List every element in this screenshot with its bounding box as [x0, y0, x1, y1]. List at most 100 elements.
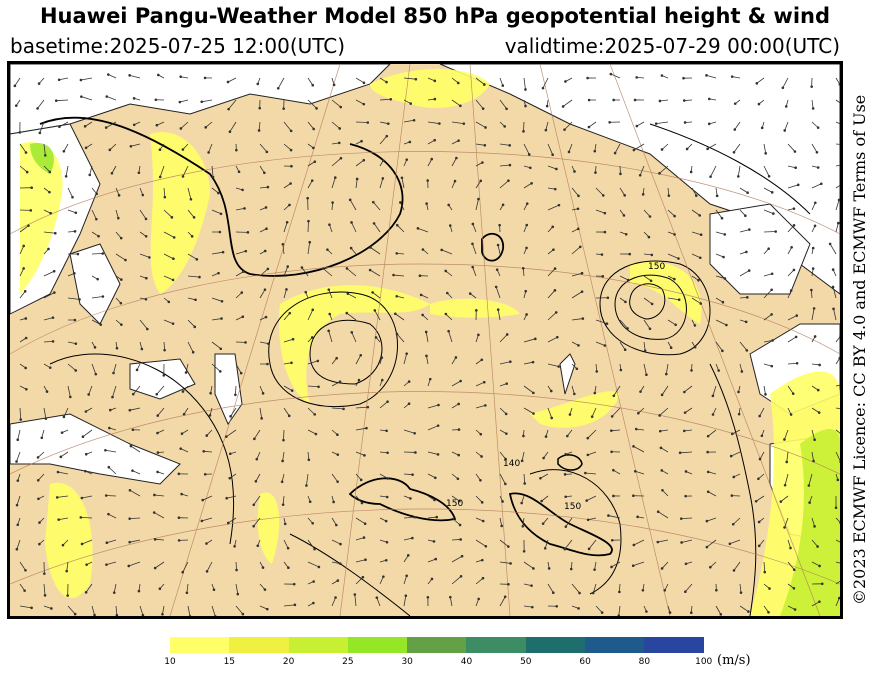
wind-arrow — [451, 380, 461, 387]
wind-arrow-head — [181, 148, 185, 151]
wind-arrow-head — [23, 290, 27, 293]
wind-arrow — [542, 77, 549, 89]
wind-arrow — [643, 341, 646, 351]
wind-arrow-head — [591, 591, 595, 595]
wind-arrow-head — [507, 179, 510, 182]
wind-arrow-head — [135, 368, 139, 372]
wind-arrow-head — [374, 336, 378, 339]
wind-arrow — [472, 267, 477, 277]
wind-arrow — [611, 561, 621, 568]
wind-arrow-head — [550, 416, 553, 420]
wind-arrow-head — [608, 120, 611, 124]
wind-arrow-head — [101, 252, 105, 255]
wind-arrow — [547, 165, 557, 170]
wind-arrow — [211, 165, 214, 178]
basetime-label: basetime:2025-07-25 12:00(UTC) — [10, 34, 346, 58]
wind-arrow-head — [179, 75, 183, 79]
wind-arrow-head — [641, 193, 645, 196]
wind-arrow — [587, 429, 597, 439]
wind-arrow-head — [458, 523, 462, 527]
wind-arrow-head — [664, 372, 668, 376]
wind-arrow-head — [190, 235, 194, 238]
wind-arrow-head — [371, 291, 374, 294]
wind-arrow-head — [483, 83, 486, 86]
wind-arrow — [163, 275, 174, 281]
wind-arrow-head — [132, 123, 136, 127]
wind-arrow-head — [626, 327, 629, 330]
wind-arrow-head — [505, 432, 508, 435]
wind-arrow-head — [43, 154, 47, 157]
wind-arrow — [19, 245, 25, 255]
wind-arrow-head — [524, 104, 527, 108]
graticule — [10, 64, 840, 616]
baltic-sea — [69, 243, 121, 325]
wind-arrow-head — [256, 544, 260, 548]
wind-arrow-head — [494, 285, 498, 289]
wind-arrow-head — [444, 269, 448, 273]
wind-arrow — [211, 251, 224, 255]
wind-arrow — [111, 165, 117, 174]
wind-arrow-head — [525, 313, 528, 316]
wind-arrow — [571, 385, 575, 394]
wind-arrow-head — [161, 612, 164, 616]
wind-arrow-head — [105, 541, 109, 545]
wind-arrow-head — [30, 606, 33, 610]
wind-arrow — [657, 539, 669, 543]
wind-arrow-head — [384, 558, 388, 562]
wind-arrow-head — [74, 369, 78, 372]
wind-band-urals-arc — [279, 285, 430, 404]
wind-arrow-head — [339, 105, 343, 109]
wind-arrow — [355, 576, 364, 585]
wind-arrow-head — [385, 134, 389, 138]
wind-band-arabia — [257, 492, 280, 564]
wind-arrow-head — [104, 494, 108, 497]
wind-arrow-head — [733, 128, 737, 131]
wind-arrow-head — [233, 544, 236, 548]
wind-arrow-head — [433, 498, 436, 502]
wind-arrow — [259, 165, 265, 174]
wind-arrow-head — [131, 428, 135, 432]
wind-arrow — [115, 253, 126, 261]
wind-arrow — [370, 247, 381, 255]
wind-arrow-head — [610, 429, 613, 432]
wind-arrow — [393, 274, 405, 277]
wind-arrow-head — [813, 525, 816, 528]
wind-arrow — [547, 583, 554, 593]
wind-arrow-head — [603, 211, 607, 215]
wind-arrow — [331, 407, 344, 410]
wind-arrow — [349, 199, 357, 211]
wind-arrow-head — [144, 234, 148, 238]
wind-arrow — [835, 429, 840, 434]
wind-arrow-head — [637, 411, 640, 415]
wind-arrow-head — [660, 469, 664, 472]
wind-arrow — [681, 517, 693, 520]
wind-arrow-head — [793, 150, 797, 153]
wind-band-north-africa — [45, 482, 93, 599]
wind-arrow — [759, 451, 765, 460]
wind-band-west-siberia — [430, 298, 520, 318]
wind-arrow-head — [99, 323, 103, 326]
wind-arrow-head — [660, 567, 664, 570]
wind-arrow-head — [603, 344, 607, 347]
wind-arrow-head — [280, 480, 284, 484]
wind-arrow-head — [413, 431, 416, 435]
wind-arrow — [355, 355, 362, 365]
wind-arrow-head — [834, 506, 838, 510]
wind-arrow — [403, 353, 408, 365]
wind-arrow — [595, 187, 604, 196]
wind-arrow-head — [505, 107, 508, 111]
wind-arrow — [732, 517, 741, 525]
wind-arrow — [81, 539, 93, 545]
wind-arrow-head — [290, 389, 294, 392]
wind-arrow — [427, 158, 433, 167]
wind-arrow-head — [27, 224, 30, 227]
wind-arrow — [211, 318, 222, 321]
wind-arrow-head — [188, 615, 192, 616]
wind-arrow — [347, 293, 357, 299]
wind-arrow-head — [748, 228, 751, 231]
wind-arrow-head — [317, 385, 320, 389]
wind-arrow-head — [24, 568, 27, 572]
wind-arrow-head — [791, 392, 795, 395]
wind-arrow — [811, 517, 815, 527]
wind-arrow — [130, 445, 141, 453]
